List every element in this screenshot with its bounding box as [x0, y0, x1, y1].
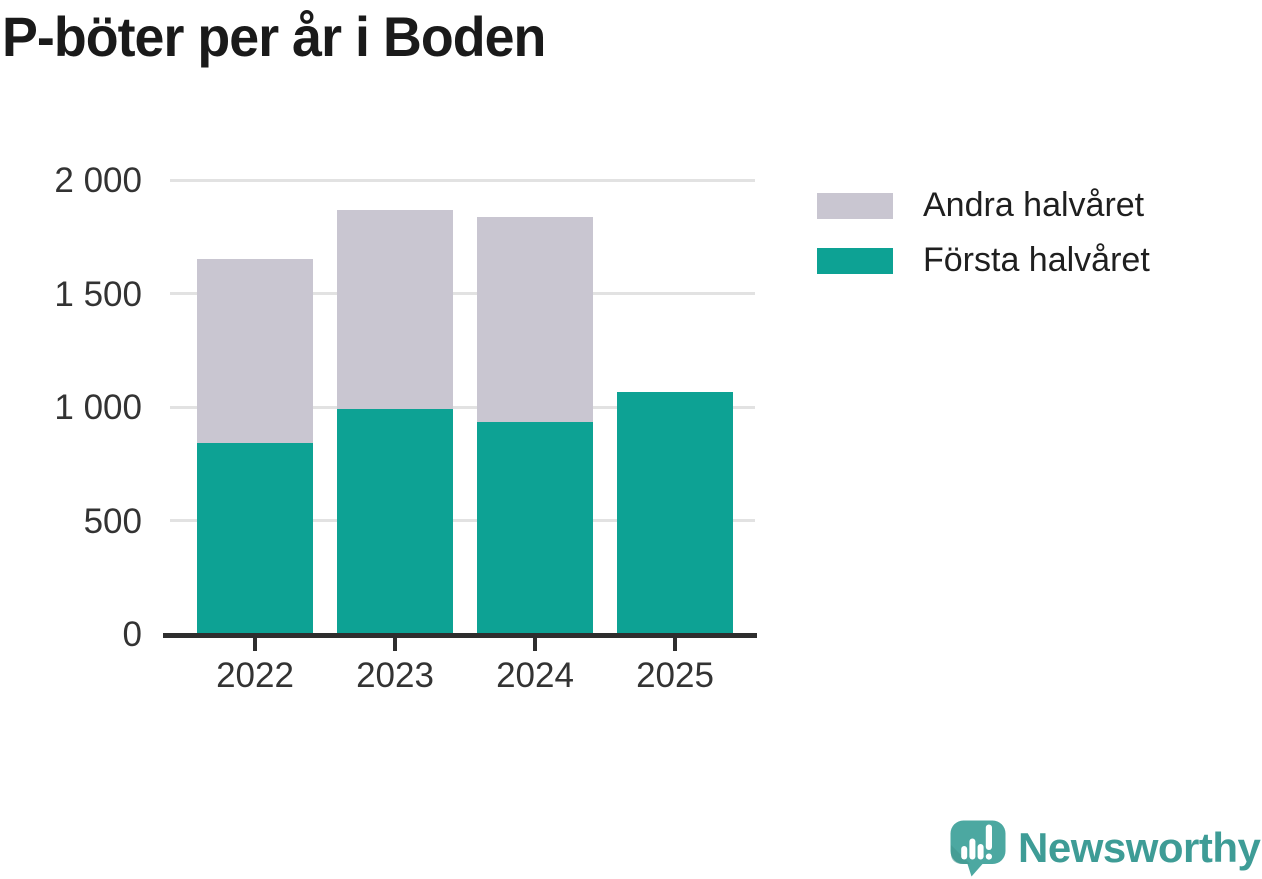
y-axis-tick-label: 1 000 [54, 388, 142, 427]
x-axis-tick [393, 638, 397, 651]
y-axis-tick-label: 500 [83, 501, 142, 541]
y-axis-tick-label: 1 500 [54, 274, 142, 314]
x-axis-tick-label: 2022 [216, 656, 294, 695]
y-axis-tick-label: 0 [122, 615, 142, 654]
legend-label: Andra halvåret [923, 186, 1145, 224]
gridline [170, 405, 755, 409]
gridline [170, 519, 755, 522]
bar-segment [617, 392, 733, 634]
bar-chart-speech-bubble-icon [950, 820, 1006, 877]
x-axis-tick [253, 638, 257, 651]
bar-segment [197, 259, 313, 444]
gridline [170, 178, 755, 182]
bar-segment [337, 409, 453, 634]
chart-title: P-böter per år i Boden [2, 5, 546, 68]
x-axis-tick [673, 638, 677, 651]
newsworthy-wordmark: Newsworthy [1018, 824, 1261, 871]
gridline [170, 292, 755, 295]
bar-segment [477, 217, 593, 422]
legend: Andra halvåret Första halvåret [817, 186, 1150, 280]
legend-item: Andra halvåret [817, 186, 1150, 225]
legend-swatch [817, 247, 893, 274]
x-axis-tick-label: 2025 [636, 656, 714, 695]
x-axis-line [163, 633, 757, 638]
legend-item: Första halvåret [817, 241, 1150, 280]
x-axis-tick-label: 2023 [356, 656, 434, 695]
x-axis-tick-label: 2024 [496, 656, 574, 695]
legend-swatch [817, 192, 893, 219]
bar-segment [337, 209, 453, 410]
x-axis-tick [533, 638, 537, 651]
legend-label: Första halvåret [923, 241, 1150, 279]
bar-segment [477, 421, 593, 634]
y-axis-tick-label: 2 000 [54, 161, 142, 200]
bar-segment [197, 443, 313, 634]
newsworthy-logo: Newsworthy [948, 818, 1261, 878]
